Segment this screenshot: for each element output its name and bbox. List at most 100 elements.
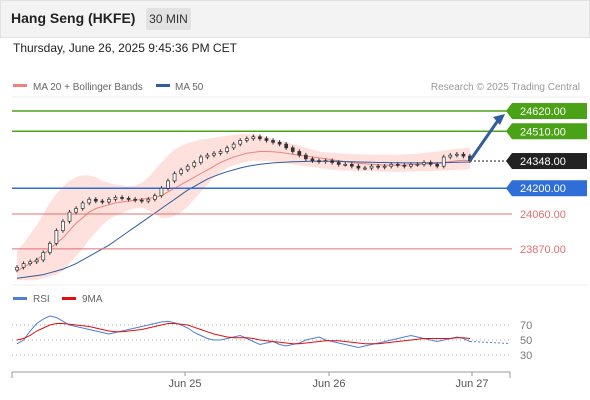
candle-body xyxy=(363,167,367,170)
candle-body xyxy=(277,141,282,145)
instrument-title: Hang Seng (HKFE) xyxy=(11,10,136,26)
candle-body xyxy=(244,138,249,141)
candle-body xyxy=(28,261,32,264)
candle-body xyxy=(205,154,210,158)
candle-body xyxy=(264,138,269,141)
candle-body xyxy=(461,153,466,157)
candle-body xyxy=(422,162,426,165)
candle-body xyxy=(310,158,315,162)
candle-body xyxy=(336,162,341,165)
candle-body xyxy=(54,230,59,244)
interval-badge[interactable]: 30 MIN xyxy=(146,8,191,30)
ma50-line xyxy=(16,160,471,279)
candle-body xyxy=(317,160,321,163)
candle-body xyxy=(455,153,459,156)
candle-body xyxy=(284,143,289,149)
candle-body xyxy=(343,163,348,166)
price-layer: 24620.00 24510.00 24348.00 24200.00 24060.00… xyxy=(12,96,588,281)
legend-ma20-label: MA 20 + Bollinger Bands xyxy=(33,82,143,93)
candle-body xyxy=(369,165,374,169)
level-label: 24510.00 xyxy=(520,126,566,138)
candle-body xyxy=(428,162,433,165)
candle-body xyxy=(395,163,400,166)
time-axis-label: Jun 27 xyxy=(455,378,488,390)
level-label-pointer xyxy=(506,103,512,120)
level-label-box xyxy=(512,153,587,170)
level-label: 24348.00 xyxy=(520,156,566,168)
time-axis-label: Jun 26 xyxy=(312,378,345,390)
candle-body xyxy=(185,165,190,171)
candle-body xyxy=(441,156,446,167)
candle-body xyxy=(304,154,308,160)
candle-body xyxy=(218,151,223,154)
legend-ma50-label: MA 50 xyxy=(175,82,204,93)
time-axis-label: Jun 25 xyxy=(168,378,201,390)
candle-body xyxy=(231,143,236,149)
candle-body xyxy=(41,252,46,261)
legend-rsi-swatch xyxy=(13,297,27,300)
ma20-line xyxy=(16,151,471,272)
candle-body xyxy=(21,263,26,268)
rsi-tick-label: 50 xyxy=(520,335,532,347)
candle-body xyxy=(251,136,256,139)
level-label: 24200.00 xyxy=(520,183,566,195)
level-label: 24620.00 xyxy=(520,106,566,118)
candle-body xyxy=(107,198,111,203)
candle-body xyxy=(382,165,387,168)
candle-body xyxy=(80,202,85,209)
candle-body xyxy=(323,160,328,163)
candle-body xyxy=(146,198,151,202)
candle-body xyxy=(402,164,407,167)
candle-body xyxy=(389,163,394,167)
candle-body xyxy=(192,162,197,167)
candle-body xyxy=(435,163,440,167)
level-label-box xyxy=(512,180,587,197)
rsi-line xyxy=(16,315,471,349)
candle-body xyxy=(297,151,302,156)
candle-body xyxy=(258,136,262,139)
candle-body xyxy=(448,154,453,158)
candle-body xyxy=(330,160,334,163)
candle-body xyxy=(113,197,118,200)
rsi-tick-label: 30 xyxy=(520,350,532,362)
candle-body xyxy=(290,147,295,152)
candle-body xyxy=(376,165,380,168)
candle-body xyxy=(172,173,177,182)
legend-ma20-swatch xyxy=(13,84,27,87)
candle-body xyxy=(34,259,39,263)
level-label-pointer xyxy=(506,180,512,197)
candle-body xyxy=(120,197,124,199)
candle-body xyxy=(198,156,203,163)
candle-body xyxy=(100,200,105,203)
candle-body xyxy=(212,152,216,156)
candle-body xyxy=(133,198,138,201)
level-label: 23870.00 xyxy=(520,244,566,256)
candle-body xyxy=(87,198,92,204)
legend-ma50-swatch xyxy=(156,84,170,87)
candle-body xyxy=(61,220,65,231)
candle-body xyxy=(271,140,275,143)
rsi-ma9-line xyxy=(16,323,471,345)
candle-body xyxy=(225,147,229,152)
candle-body xyxy=(179,169,183,174)
level-label-pointer xyxy=(506,123,512,140)
level-label-pointer xyxy=(506,153,512,170)
candle-body xyxy=(349,163,354,167)
candle-body xyxy=(15,266,19,271)
candle-body xyxy=(409,163,413,167)
header-bar: Hang Seng (HKFE) 30 MIN xyxy=(0,0,590,38)
candle-body xyxy=(47,243,52,253)
forecast-arrow xyxy=(468,118,501,162)
candle-body xyxy=(153,195,157,200)
legend-9ma-swatch xyxy=(62,297,76,300)
candle-body xyxy=(74,208,78,213)
bollinger-band xyxy=(17,134,470,281)
legend-rsi-label: RSI xyxy=(33,294,50,305)
candle-body xyxy=(126,198,131,200)
candle-body xyxy=(67,211,72,222)
forecast-arrowhead xyxy=(493,114,505,126)
timestamp: Thursday, June 26, 2025 9:45:36 PM CET xyxy=(13,41,237,55)
candle-body xyxy=(139,199,144,202)
